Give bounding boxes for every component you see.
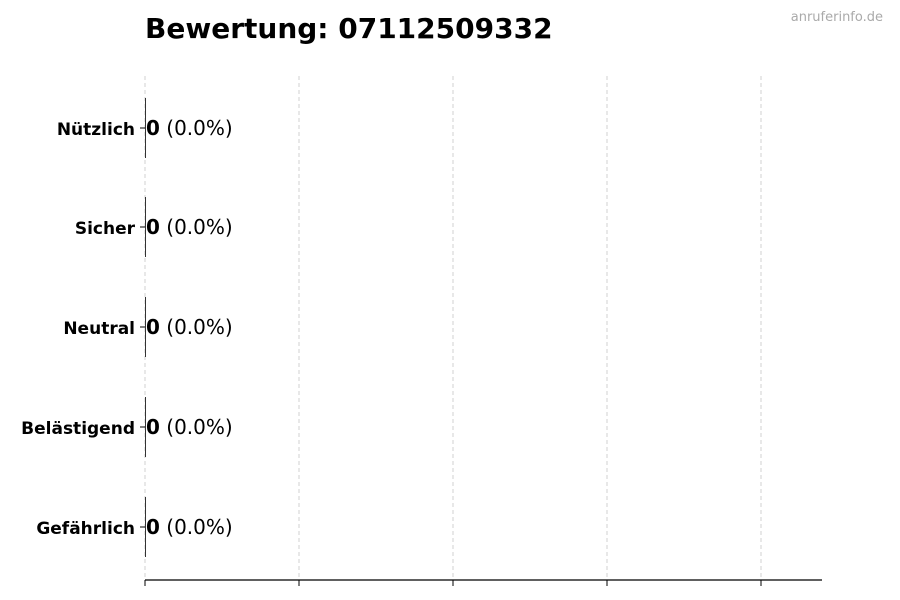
data-label-count: 0 [146, 515, 160, 539]
bar [145, 297, 146, 357]
data-label-pct: (0.0%) [160, 515, 233, 539]
category-label: Nützlich [57, 120, 135, 140]
data-label-count: 0 [146, 116, 160, 140]
bar [145, 497, 146, 557]
data-label: 0 (0.0%) [146, 315, 233, 339]
data-label: 0 (0.0%) [146, 116, 233, 140]
data-label-pct: (0.0%) [160, 315, 233, 339]
bar [145, 397, 146, 457]
chart-title: Bewertung: 07112509332 [145, 12, 553, 45]
watermark: anruferinfo.de [790, 10, 883, 25]
bar [145, 197, 146, 257]
data-label: 0 (0.0%) [146, 515, 233, 539]
data-label-pct: (0.0%) [160, 116, 233, 140]
data-label-pct: (0.0%) [160, 415, 233, 439]
data-label-count: 0 [146, 215, 160, 239]
bar [145, 98, 146, 158]
data-label-count: 0 [146, 315, 160, 339]
data-label: 0 (0.0%) [146, 415, 233, 439]
category-label: Sicher [75, 219, 136, 239]
category-label: Neutral [63, 319, 135, 339]
data-label-pct: (0.0%) [160, 215, 233, 239]
category-label: Belästigend [21, 419, 135, 439]
data-label-count: 0 [146, 415, 160, 439]
category-label: Gefährlich [36, 519, 135, 539]
data-label: 0 (0.0%) [146, 215, 233, 239]
